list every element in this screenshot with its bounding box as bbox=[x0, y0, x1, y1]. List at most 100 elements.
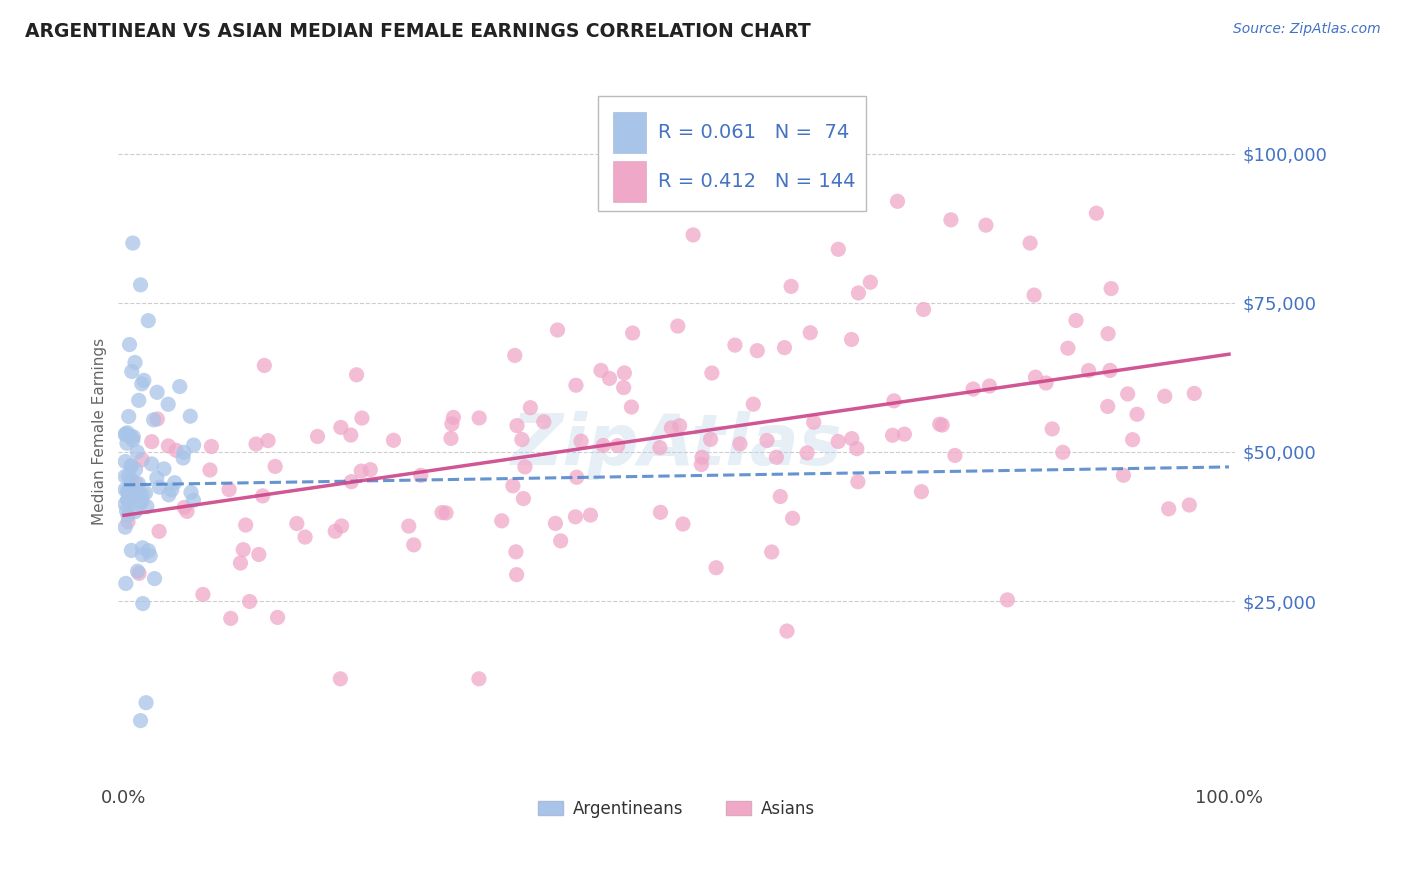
Point bbox=[124, 505, 146, 519]
Point bbox=[979, 379, 1001, 393]
Point bbox=[183, 493, 205, 508]
Point bbox=[666, 319, 689, 334]
Point bbox=[121, 364, 143, 378]
Point bbox=[1077, 363, 1099, 377]
Point bbox=[491, 514, 513, 528]
Point bbox=[323, 524, 346, 539]
Point bbox=[1085, 206, 1108, 220]
Point bbox=[606, 439, 628, 453]
Point bbox=[1064, 313, 1087, 327]
Point bbox=[146, 385, 169, 400]
Point bbox=[157, 439, 180, 453]
Point bbox=[589, 363, 612, 377]
Point bbox=[1097, 326, 1119, 341]
Point bbox=[724, 338, 747, 352]
Point bbox=[127, 476, 149, 491]
Point bbox=[1019, 235, 1042, 250]
Point bbox=[564, 509, 586, 524]
Point bbox=[120, 458, 142, 473]
Legend: Argentineans, Asians: Argentineans, Asians bbox=[531, 793, 821, 824]
Point bbox=[350, 411, 373, 425]
Point bbox=[359, 463, 381, 477]
Point bbox=[690, 450, 713, 465]
Point bbox=[565, 378, 588, 392]
Point bbox=[1052, 445, 1074, 459]
Point bbox=[139, 549, 162, 563]
Point bbox=[910, 484, 932, 499]
FancyBboxPatch shape bbox=[613, 112, 647, 153]
Point bbox=[117, 425, 139, 440]
Point bbox=[1057, 341, 1080, 355]
Point bbox=[329, 672, 352, 686]
Point bbox=[146, 412, 169, 426]
Point bbox=[440, 417, 463, 431]
Point bbox=[245, 437, 267, 451]
Point bbox=[780, 279, 803, 293]
Point bbox=[859, 275, 882, 289]
Point bbox=[382, 434, 405, 448]
Point bbox=[118, 482, 141, 496]
Point bbox=[131, 452, 153, 467]
Point bbox=[620, 400, 643, 414]
Point bbox=[747, 343, 769, 358]
Point bbox=[124, 355, 146, 369]
Point bbox=[1099, 282, 1122, 296]
Point bbox=[125, 489, 148, 503]
Point bbox=[114, 469, 136, 483]
Point bbox=[350, 464, 373, 478]
Point bbox=[122, 489, 145, 503]
Point bbox=[592, 438, 614, 452]
Point bbox=[883, 393, 905, 408]
Point bbox=[132, 597, 155, 611]
Point bbox=[135, 500, 157, 514]
Point bbox=[1182, 386, 1205, 401]
Y-axis label: Median Female Earnings: Median Female Earnings bbox=[93, 337, 107, 524]
Point bbox=[1024, 370, 1046, 384]
Point bbox=[569, 434, 592, 449]
Point bbox=[173, 445, 195, 459]
Point bbox=[505, 567, 527, 582]
Point bbox=[340, 428, 363, 442]
Point bbox=[141, 434, 163, 449]
Point bbox=[200, 440, 222, 454]
Point bbox=[117, 493, 139, 508]
Point bbox=[398, 519, 420, 533]
Point bbox=[120, 543, 142, 558]
Point bbox=[1126, 407, 1149, 421]
Point bbox=[117, 486, 139, 500]
Point bbox=[773, 341, 796, 355]
Point bbox=[565, 470, 588, 484]
Point bbox=[235, 518, 257, 533]
Point bbox=[1099, 363, 1122, 377]
Point bbox=[661, 421, 683, 435]
Point bbox=[769, 490, 792, 504]
Point bbox=[142, 413, 165, 427]
Point bbox=[114, 520, 136, 534]
Point bbox=[512, 491, 534, 506]
Point bbox=[699, 433, 721, 447]
Point bbox=[120, 472, 142, 486]
Point bbox=[943, 449, 966, 463]
Point bbox=[468, 411, 491, 425]
Point bbox=[114, 454, 136, 468]
Point bbox=[127, 564, 149, 578]
Point bbox=[841, 333, 863, 347]
Point bbox=[131, 548, 153, 562]
Point bbox=[962, 382, 984, 396]
Point bbox=[1112, 468, 1135, 483]
Point bbox=[160, 483, 183, 497]
Point bbox=[127, 445, 149, 459]
Point bbox=[928, 417, 950, 432]
Point bbox=[173, 500, 195, 515]
Point bbox=[776, 624, 799, 638]
Point bbox=[841, 432, 863, 446]
Point bbox=[176, 504, 198, 518]
Point bbox=[128, 393, 150, 408]
Point bbox=[163, 475, 186, 490]
Text: R = 0.061   N =  74: R = 0.061 N = 74 bbox=[658, 123, 849, 143]
Point bbox=[114, 483, 136, 497]
Point bbox=[136, 313, 159, 327]
Point bbox=[510, 433, 533, 447]
Point bbox=[115, 427, 138, 442]
Point bbox=[129, 277, 152, 292]
